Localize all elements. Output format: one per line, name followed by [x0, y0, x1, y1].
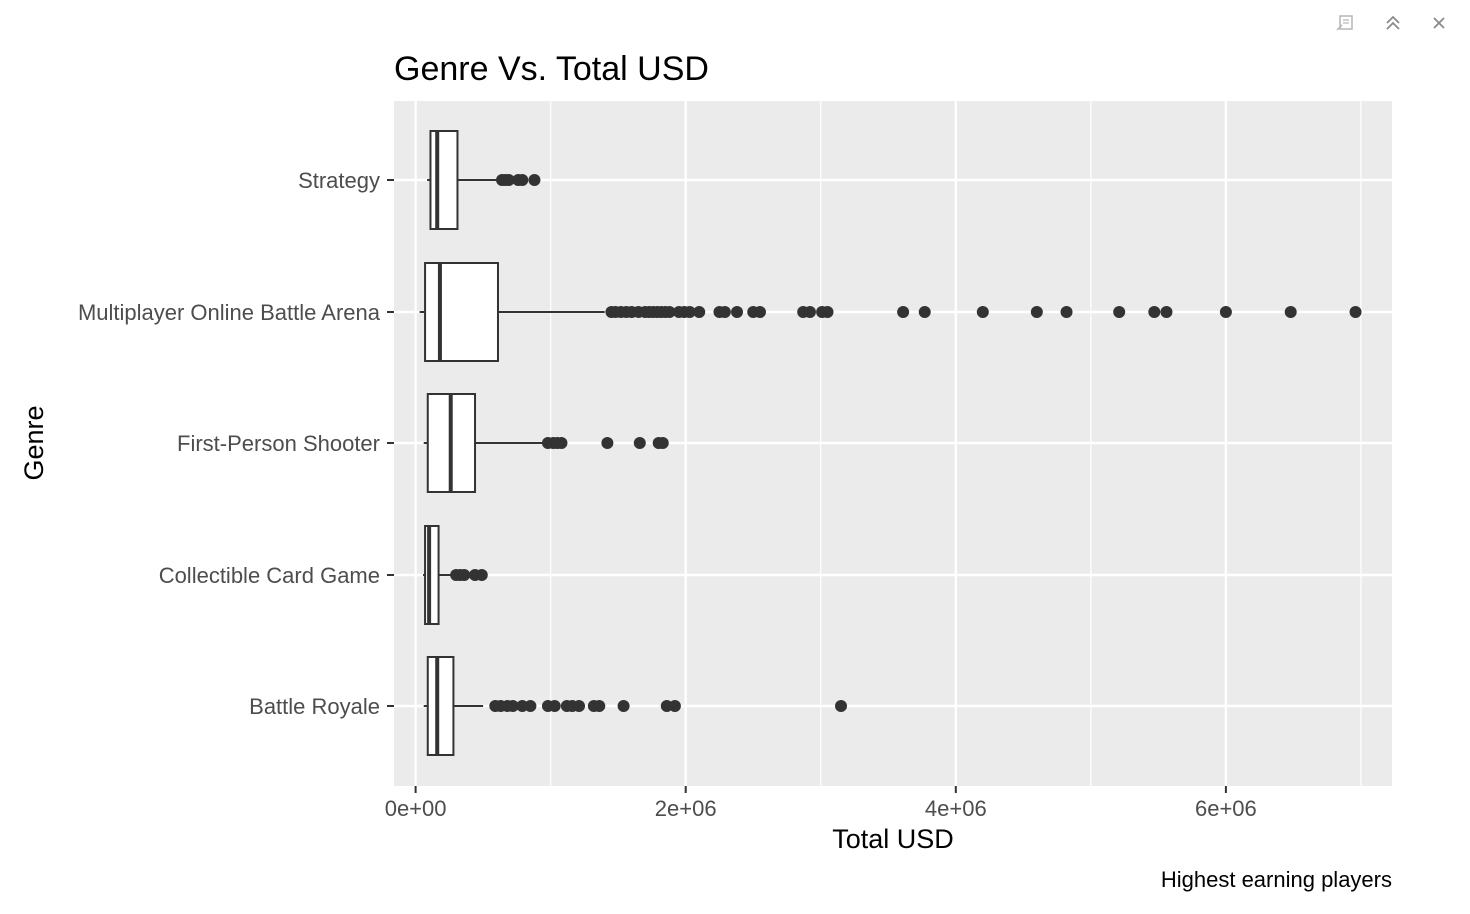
- outlier-point: [803, 306, 816, 318]
- chart-title: Genre Vs. Total USD: [394, 50, 709, 88]
- outlier-point: [1160, 306, 1173, 318]
- box-strategy: [427, 130, 541, 230]
- x-tick-label: 4e+06: [925, 796, 987, 821]
- y-tick-label: Strategy: [298, 168, 380, 193]
- x-tick-label: 2e+06: [655, 796, 717, 821]
- outlier-point: [524, 700, 537, 712]
- outlier-point: [918, 306, 931, 318]
- popout-icon[interactable]: [1324, 8, 1370, 38]
- outlier-point: [516, 174, 529, 186]
- y-tick-label: Collectible Card Game: [159, 563, 380, 588]
- window-controls: [1324, 8, 1462, 38]
- outlier-point: [528, 174, 541, 186]
- outlier-point: [601, 437, 614, 449]
- y-tick-label: First-Person Shooter: [177, 431, 380, 456]
- outlier-point: [617, 700, 630, 712]
- outlier-point: [548, 700, 561, 712]
- box-multiplayer-online-battle-arena: [419, 262, 1362, 362]
- x-tick-label: 0e+00: [385, 796, 447, 821]
- outlier-point: [633, 437, 646, 449]
- box-iqr: [426, 656, 455, 756]
- outlier-point: [668, 700, 681, 712]
- outlier-point: [693, 306, 706, 318]
- chart-caption: Highest earning players: [1161, 867, 1392, 892]
- outlier-point: [976, 306, 989, 318]
- outlier-point: [1113, 306, 1126, 318]
- outlier-point: [753, 306, 766, 318]
- outlier-point: [1349, 306, 1362, 318]
- box-series: [419, 130, 1362, 756]
- outlier-point: [897, 306, 910, 318]
- x-tick-label: 6e+06: [1195, 796, 1257, 821]
- outlier-point: [731, 306, 744, 318]
- outlier-point: [835, 700, 848, 712]
- outlier-point: [656, 437, 669, 449]
- outlier-point: [683, 306, 696, 318]
- outlier-point: [821, 306, 834, 318]
- outlier-point: [506, 700, 519, 712]
- outlier-point: [1060, 306, 1073, 318]
- grid-lines: [394, 101, 1392, 786]
- box-collectible-card-game: [423, 525, 488, 625]
- x-axis-title: Total USD: [832, 824, 954, 854]
- x-axis: 0e+00 2e+06 4e+06 6e+06: [385, 786, 1257, 821]
- outlier-point: [663, 306, 676, 318]
- collapse-icon[interactable]: [1370, 8, 1416, 38]
- y-axis: Strategy Multiplayer Online Battle Arena F…: [78, 168, 394, 719]
- outlier-point: [718, 306, 731, 318]
- outlier-point: [555, 437, 568, 449]
- outlier-point: [573, 700, 586, 712]
- box-iqr: [429, 130, 459, 230]
- outlier-point: [1219, 306, 1232, 318]
- outlier-point: [1284, 306, 1297, 318]
- box-battle-royale: [423, 656, 848, 756]
- box-iqr: [424, 525, 440, 625]
- outlier-point: [593, 700, 606, 712]
- y-axis-title: Genre: [19, 405, 49, 480]
- outlier-point: [1030, 306, 1043, 318]
- box-iqr: [424, 262, 499, 362]
- outlier-point: [458, 569, 471, 581]
- y-tick-label: Multiplayer Online Battle Arena: [78, 300, 381, 325]
- outlier-point: [1148, 306, 1161, 318]
- outlier-point: [502, 174, 515, 186]
- y-tick-label: Battle Royale: [249, 694, 380, 719]
- close-icon[interactable]: [1416, 8, 1462, 38]
- outlier-point: [475, 569, 488, 581]
- box-first-person-shooter: [423, 393, 669, 493]
